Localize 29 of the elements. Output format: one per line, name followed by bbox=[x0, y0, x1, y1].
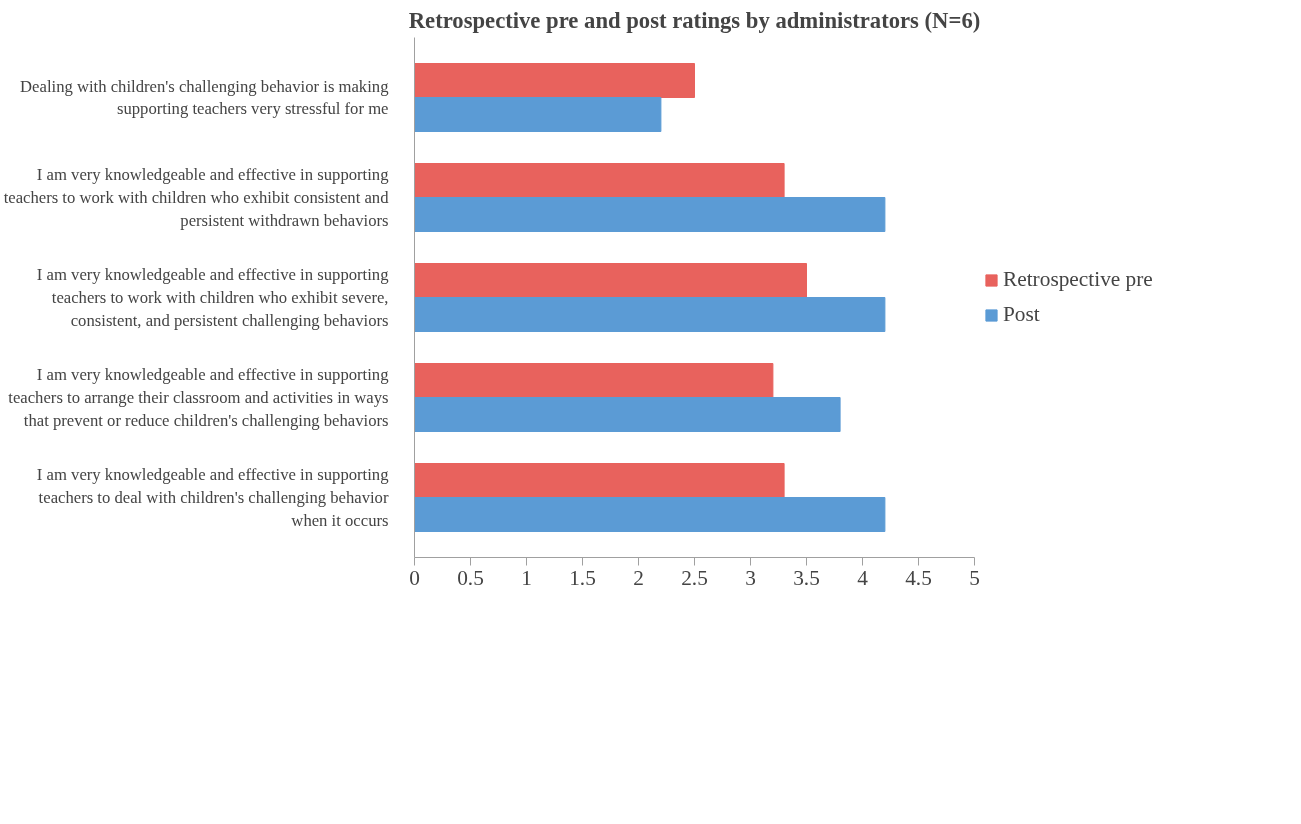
x-tick-label: 4 bbox=[857, 565, 869, 590]
bar bbox=[414, 397, 841, 432]
x-tick-label: 0 bbox=[409, 565, 420, 590]
y-tick-label: Dealing with children's challenging behavior is making supporting teachers very stressful for me bbox=[20, 76, 390, 119]
x-tick-label: 0.5 bbox=[457, 565, 484, 590]
bar bbox=[414, 197, 886, 232]
x-tick-label: 5 bbox=[969, 565, 980, 590]
x-tick-label: 2 bbox=[633, 565, 644, 590]
x-tick-label: 1.5 bbox=[569, 565, 596, 590]
x-tick-label: 4.5 bbox=[905, 565, 932, 590]
x-tick-label: 3.5 bbox=[793, 565, 820, 590]
bar bbox=[414, 463, 785, 498]
y-tick-label: I am very knowledgeable and effective in supporting teachers to work with children who exhibit severe, consistent, and persistent challenging behaviors bbox=[36, 265, 390, 330]
bar bbox=[414, 297, 886, 332]
bar bbox=[414, 497, 886, 532]
x-tick-label: 3 bbox=[745, 565, 756, 590]
legend-label: Retrospective pre bbox=[1003, 267, 1153, 292]
x-tick-label: 1 bbox=[521, 565, 532, 590]
chart-title: Retrospective pre and post ratings by administrators (N=6) bbox=[408, 7, 981, 33]
y-tick-label: I am very knowledgeable and effective in supporting teachers to work with children who exhibit consistent and persistent withdrawn behaviors bbox=[3, 165, 390, 230]
bar bbox=[414, 263, 807, 298]
y-tick-label: I am very knowledgeable and effective in supporting teachers to arrange their classroom and activities in ways that prevent or reduce children's challenging behaviors bbox=[8, 365, 390, 430]
y-tick-label: I am very knowledgeable and effective in supporting teachers to deal with children's challenging behavior when it occurs bbox=[36, 465, 390, 530]
legend-label: Post bbox=[1003, 302, 1040, 327]
bar bbox=[414, 97, 662, 132]
x-tick-label: 2.5 bbox=[681, 565, 708, 590]
bar bbox=[414, 163, 785, 198]
bar bbox=[414, 363, 774, 398]
bar bbox=[414, 63, 695, 98]
